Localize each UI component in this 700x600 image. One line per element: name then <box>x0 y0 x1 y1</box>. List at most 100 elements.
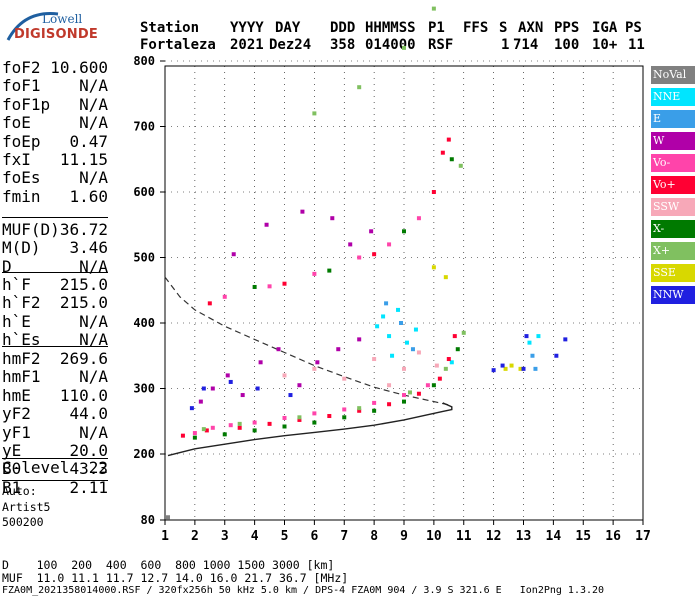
header-label-3: DDD <box>330 20 356 36</box>
param-row: B0 43.3 <box>2 459 108 479</box>
y-tick-label: 400 <box>133 316 155 330</box>
data-point-vo <box>237 425 242 430</box>
param-key: B0 <box>2 459 22 479</box>
data-point-vo <box>210 425 215 430</box>
y-tick-label: 900 <box>133 0 155 3</box>
param-separator <box>2 480 108 481</box>
x-tick-label: 4 <box>251 529 259 544</box>
param-row: yF1 N/A <box>2 422 108 442</box>
data-point-ssw <box>312 366 317 371</box>
data-point-x <box>252 284 257 289</box>
data-point-x <box>282 424 287 429</box>
data-point-vo <box>452 334 457 339</box>
legend-item-x: X+ <box>651 242 695 260</box>
param-key: yF1 <box>2 422 31 442</box>
data-point-w <box>357 337 362 342</box>
dashed-profile-line <box>164 276 449 406</box>
data-point-w <box>198 399 203 404</box>
param-key: hmF1 <box>2 367 41 387</box>
legend-item-vo: Vo- <box>651 154 695 172</box>
param-key: foF1p <box>2 94 51 114</box>
x-tick-label: 15 <box>575 529 591 544</box>
data-point-vo <box>372 252 377 257</box>
data-point-nnw <box>288 393 293 398</box>
x-tick-label: 13 <box>516 529 532 544</box>
header-value-3: 358 <box>330 37 356 53</box>
header-value-7: 714 <box>513 37 539 53</box>
legend-item-ssw: SSW <box>651 198 695 216</box>
data-point-x <box>461 330 466 335</box>
param-key: foF2 <box>2 58 41 77</box>
param-value: 2.11 <box>69 477 108 497</box>
header-value-1: 2021 <box>230 37 264 53</box>
header-label-10: IGA <box>592 20 618 36</box>
param-value: N/A <box>79 422 108 442</box>
header-label-6: FFS <box>463 20 489 36</box>
data-point-nne <box>396 307 401 312</box>
data-point-w <box>369 229 374 234</box>
data-point-vo <box>228 423 233 428</box>
header-value-9: 10+ <box>592 37 618 53</box>
data-point-ssw <box>282 373 287 378</box>
param-separator <box>2 346 108 347</box>
data-point-w <box>348 242 353 247</box>
x-tick-label: 16 <box>605 529 621 544</box>
data-point-e <box>530 353 535 358</box>
data-point-vo <box>297 417 302 422</box>
param-value: N/A <box>79 311 108 331</box>
clevel-value: 22 <box>88 458 108 477</box>
data-point-ssw <box>387 383 392 388</box>
data-point-nne <box>449 360 454 365</box>
data-point-x <box>458 163 463 168</box>
data-point-x <box>402 399 406 404</box>
param-value: 1.60 <box>69 186 108 206</box>
header-label-4: HHMMSS <box>365 20 416 36</box>
param-row: D N/A <box>2 256 108 276</box>
plot-frame <box>164 65 644 521</box>
legend-item-vo: Vo+ <box>651 176 695 194</box>
data-point-ssw <box>342 376 347 381</box>
header-label-9: PPS <box>554 20 580 36</box>
param-value: N/A <box>79 94 108 114</box>
data-point-x <box>449 157 454 162</box>
param-key: foE <box>2 113 31 133</box>
data-point-vo <box>387 402 392 407</box>
clevel-key: C-level <box>2 458 70 477</box>
data-point-vo <box>267 421 272 426</box>
x-tick-label: 1 <box>161 529 169 544</box>
x-tick-label: 2 <box>191 529 199 544</box>
param-key: h`E <box>2 311 31 331</box>
clevel-row: C-level 22 <box>2 458 108 477</box>
data-point-x <box>357 406 362 411</box>
data-point-x <box>402 229 406 234</box>
x-tick-label: 17 <box>635 529 651 544</box>
param-row: foF1p N/A <box>2 94 108 114</box>
x-tick-label: 8 <box>370 529 378 544</box>
data-point-noval <box>165 515 170 520</box>
param-value: N/A <box>79 256 108 276</box>
data-point-w <box>336 347 341 352</box>
data-point-x <box>431 383 436 388</box>
data-point-vo <box>357 255 362 260</box>
data-point-w <box>300 209 305 214</box>
data-point-nnw <box>189 406 194 411</box>
data-point-vo <box>342 407 347 412</box>
param-row: foEs N/A <box>2 168 108 188</box>
y-tick-label: 80 <box>141 513 155 527</box>
param-key: foEs <box>2 168 41 188</box>
data-point-x <box>402 45 406 50</box>
param-row: hmF1 N/A <box>2 367 108 387</box>
logo-swoosh <box>6 12 59 41</box>
data-point-sse <box>443 275 448 280</box>
legend-item-nne: NNE <box>651 88 695 106</box>
data-point-nnw <box>554 353 559 358</box>
header-value-10: 11 <box>628 37 645 53</box>
param-row: fxI 11.15 <box>2 150 108 169</box>
data-point-nnw <box>500 363 505 368</box>
legend-item-e: E <box>651 110 695 128</box>
data-point-e <box>399 321 404 325</box>
data-point-x <box>327 268 332 273</box>
data-point-vo <box>327 414 332 419</box>
data-point-nne <box>536 334 541 339</box>
logo-lowell-text: Lowell <box>42 12 83 26</box>
